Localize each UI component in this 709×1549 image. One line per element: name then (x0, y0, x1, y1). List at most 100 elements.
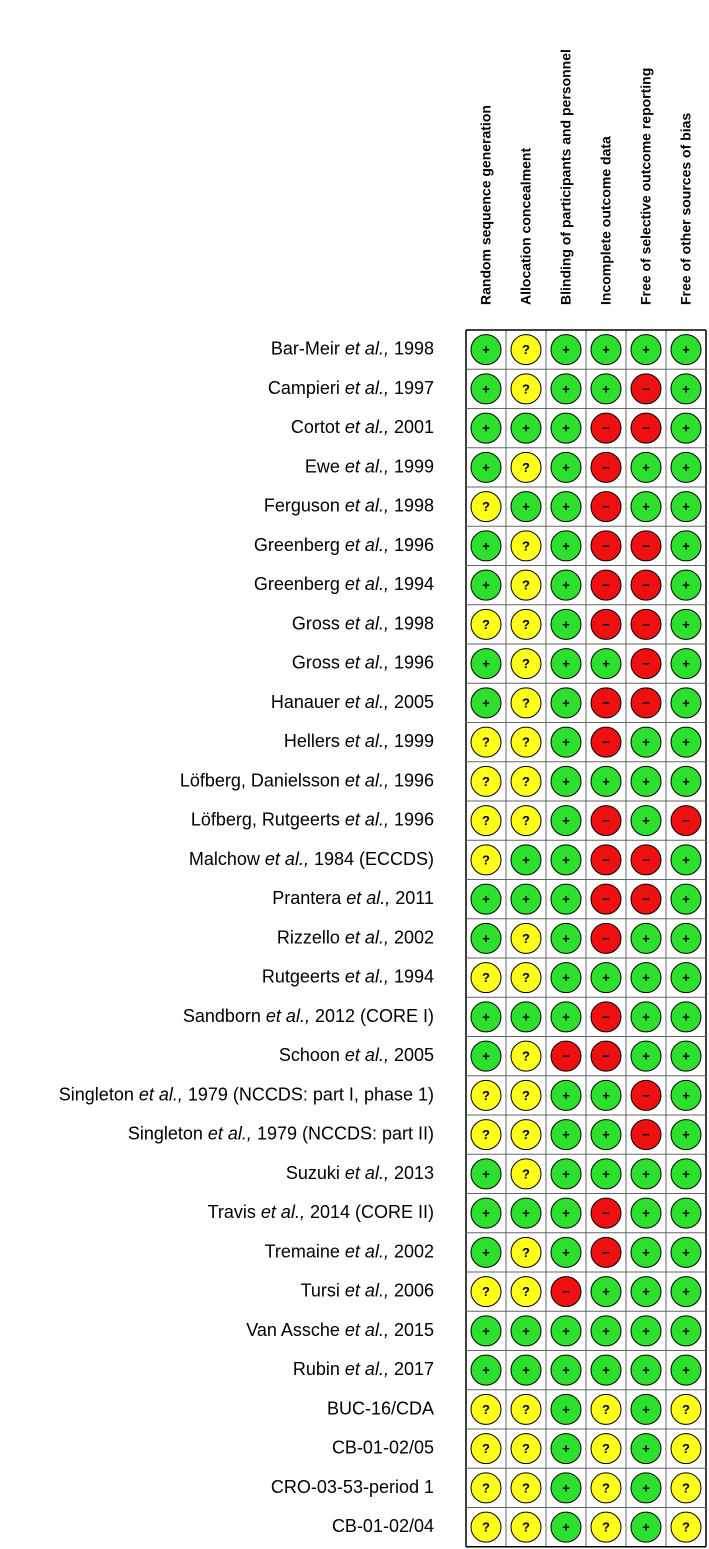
judgement-symbol: + (642, 1402, 650, 1417)
judgement-circle (630, 648, 662, 680)
judgement-symbol: ? (482, 1402, 490, 1417)
judgement-circle (550, 1040, 582, 1072)
judgement-circle (510, 1511, 542, 1543)
label-part: 1984 (ECCDS) (309, 849, 434, 869)
judgement-symbol: + (562, 735, 570, 750)
judgement-symbol: + (602, 1127, 610, 1142)
judgement-symbol: ? (522, 1088, 530, 1103)
judgement-circle (630, 1001, 662, 1033)
judgement-circle (510, 1354, 542, 1386)
judgement-symbol: − (602, 695, 610, 710)
judgement-circle (670, 922, 702, 954)
judgement-symbol: + (562, 931, 570, 946)
judgement-symbol: ? (682, 1441, 690, 1456)
judgement-circle (630, 1315, 662, 1347)
label-part: 1998 (389, 495, 434, 515)
judgement-symbol: + (562, 1009, 570, 1024)
label-part: Hellers (284, 731, 345, 751)
judgement-circle (590, 1354, 622, 1386)
judgement-circle (470, 569, 502, 601)
judgement-symbol: + (642, 1245, 650, 1260)
judgement-symbol: − (642, 1127, 650, 1142)
judgement-symbol: + (642, 1323, 650, 1338)
judgement-symbol: − (602, 1009, 610, 1024)
judgement-symbol: − (602, 813, 610, 828)
judgement-symbol: − (602, 460, 610, 475)
judgement-symbol: + (602, 342, 610, 357)
domain-header: Free of other sources of bias (678, 113, 694, 305)
label-part: et al., (265, 849, 309, 869)
judgement-circle (670, 1119, 702, 1151)
judgement-symbol: + (682, 1127, 690, 1142)
label-part: Ewe (305, 456, 345, 476)
judgement-symbol: + (642, 774, 650, 789)
label-part: 1979 (NCCDS: part II) (252, 1123, 434, 1143)
study-label: Löfberg, Rutgeerts et al., 1996 (191, 809, 434, 829)
judgement-symbol: ? (522, 1284, 530, 1299)
judgement-symbol: + (682, 852, 690, 867)
judgement-symbol: + (482, 892, 490, 907)
judgement-circle (510, 726, 542, 758)
study-label: Suzuki et al., 2013 (286, 1163, 434, 1183)
judgement-circle (470, 1079, 502, 1111)
judgement-symbol: − (602, 852, 610, 867)
judgement-circle (510, 1040, 542, 1072)
judgement-circle (470, 491, 502, 523)
judgement-circle (670, 648, 702, 680)
judgement-symbol: + (642, 1049, 650, 1064)
judgement-circle (630, 765, 662, 797)
judgement-circle (470, 648, 502, 680)
judgement-circle (470, 334, 502, 366)
judgement-symbol: ? (482, 617, 490, 632)
judgement-symbol: − (642, 617, 650, 632)
study-label: Rizzello et al., 2002 (277, 927, 434, 947)
judgement-circle (550, 805, 582, 837)
judgement-symbol: − (602, 1245, 610, 1260)
judgement-circle (630, 530, 662, 562)
judgement-circle (470, 1511, 502, 1543)
judgement-symbol: + (642, 735, 650, 750)
judgement-symbol: ? (522, 1402, 530, 1417)
judgement-symbol: − (642, 578, 650, 593)
label-part: Tursi (301, 1280, 345, 1300)
study-label: CB-01-02/04 (332, 1516, 434, 1536)
judgement-symbol: + (562, 1166, 570, 1181)
judgement-symbol: + (562, 1480, 570, 1495)
label-part: et al., (345, 378, 389, 398)
judgement-symbol: + (602, 1088, 610, 1103)
judgement-symbol: − (642, 656, 650, 671)
judgement-symbol: − (602, 931, 610, 946)
label-part: 1996 (389, 770, 434, 790)
judgement-symbol: + (562, 774, 570, 789)
judgement-circle (550, 491, 582, 523)
judgement-circle (510, 1276, 542, 1308)
judgement-circle (670, 1158, 702, 1190)
judgement-symbol: + (682, 381, 690, 396)
label-part: Hanauer (271, 692, 345, 712)
label-part: Prantera (272, 888, 346, 908)
judgement-circle (550, 648, 582, 680)
judgement-circle (470, 1001, 502, 1033)
judgement-circle (510, 1472, 542, 1504)
judgement-symbol: ? (522, 813, 530, 828)
judgement-circle (630, 491, 662, 523)
judgement-symbol: ? (602, 1520, 610, 1535)
judgement-symbol: + (522, 892, 530, 907)
domain-header: Allocation concealment (518, 148, 534, 305)
judgement-circle (470, 1393, 502, 1425)
label-part: CRO-03-53-period 1 (271, 1477, 434, 1497)
judgement-circle (510, 491, 542, 523)
domain-header: Free of selective outcome reporting (638, 68, 654, 305)
judgement-circle (470, 687, 502, 719)
judgement-circle (510, 1158, 542, 1190)
judgement-symbol: + (562, 813, 570, 828)
judgement-symbol: ? (522, 342, 530, 357)
label-part: et al., (345, 535, 389, 555)
judgement-symbol: + (522, 1323, 530, 1338)
label-part: et al., (345, 731, 389, 751)
judgement-circle (470, 1354, 502, 1386)
judgement-symbol: + (482, 1049, 490, 1064)
judgement-symbol: + (642, 1206, 650, 1221)
judgement-symbol: + (682, 1284, 690, 1299)
judgement-symbol: ? (522, 1127, 530, 1142)
